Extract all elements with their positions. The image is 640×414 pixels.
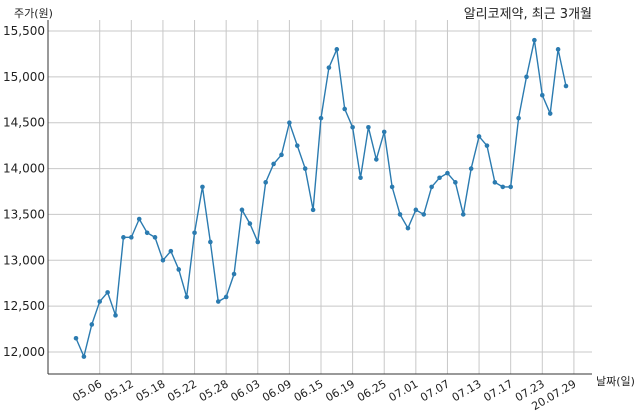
data-point <box>358 175 363 181</box>
data-point <box>73 335 79 341</box>
data-point <box>350 125 355 130</box>
data-point <box>437 175 442 181</box>
data-point <box>405 225 411 231</box>
series <box>73 37 569 359</box>
data-point <box>215 299 221 304</box>
data-point <box>121 235 126 240</box>
data-point <box>105 290 110 295</box>
y-tick-label: 14,500 <box>3 116 45 130</box>
data-point <box>397 212 403 217</box>
data-point <box>144 230 150 236</box>
data-point <box>318 115 324 121</box>
data-point <box>287 120 292 126</box>
x-tick-label: 05.18 <box>134 377 168 404</box>
data-point <box>342 106 348 112</box>
x-tick-label: 06.09 <box>260 377 294 404</box>
y-ticks: 12,000 12,500 13,000 13,500 14,000 14,500 15,0… <box>3 24 45 359</box>
y-tick-label: 13,500 <box>3 207 45 221</box>
y-tick-label: 12,500 <box>3 299 45 313</box>
x-tick-label: 06.15 <box>292 377 326 404</box>
data-point <box>460 212 466 217</box>
data-point <box>294 143 300 148</box>
data-point <box>563 83 569 89</box>
data-point <box>271 161 276 167</box>
y-tick-label: 15,000 <box>3 70 45 84</box>
data-point <box>239 207 245 213</box>
grid <box>48 20 592 374</box>
data-point <box>176 267 182 272</box>
data-point <box>184 294 189 300</box>
data-point <box>208 239 213 245</box>
data-point <box>539 92 545 98</box>
data-point <box>263 180 268 185</box>
data-point <box>453 180 458 185</box>
data-point <box>247 221 253 226</box>
data-point <box>492 180 498 185</box>
axes <box>47 20 592 375</box>
data-point <box>136 216 142 222</box>
data-point <box>152 235 158 240</box>
data-point <box>192 230 197 236</box>
data-point <box>326 65 332 70</box>
x-tick-label: 05.22 <box>165 377 199 404</box>
data-point <box>524 74 529 80</box>
data-point <box>160 257 166 263</box>
data-point <box>129 235 134 240</box>
x-tick-label: 06.19 <box>323 377 357 404</box>
data-point <box>547 111 553 116</box>
data-point <box>500 184 506 190</box>
data-point <box>310 207 316 213</box>
x-tick-label: 05.12 <box>102 377 136 404</box>
data-point <box>374 157 379 162</box>
x-ticks: 05.0605.1205.1805.2205.2806.0306.0906.15… <box>70 377 578 413</box>
y-tick-label: 15,500 <box>3 24 45 38</box>
data-point <box>168 248 174 254</box>
data-point <box>421 212 427 217</box>
data-point <box>468 166 474 171</box>
x-tick-label: 07.17 <box>481 377 515 404</box>
x-tick-label: 07.13 <box>450 377 484 404</box>
data-point <box>516 115 521 121</box>
data-point <box>445 170 450 176</box>
data-point <box>484 143 490 148</box>
data-point <box>555 47 561 52</box>
data-point <box>334 47 340 52</box>
chart-title: 알리코제약, 최근 3개월 <box>464 7 592 22</box>
x-tick-label: 06.25 <box>355 377 389 404</box>
data-point <box>113 313 118 318</box>
data-point <box>223 294 229 300</box>
data-point <box>508 184 513 190</box>
data-point <box>81 354 87 359</box>
data-point <box>231 271 237 277</box>
x-tick-label: 07.01 <box>387 377 421 404</box>
y-tick-label: 13,000 <box>3 253 45 267</box>
data-point <box>389 184 395 190</box>
y-tick-label: 12,000 <box>3 345 45 359</box>
y-axis-label: 주가(원) <box>14 7 53 20</box>
data-point <box>200 184 205 190</box>
data-point <box>413 207 419 213</box>
x-axis-label: 날짜(일) <box>596 374 635 388</box>
x-tick-label: 06.03 <box>228 377 262 404</box>
data-point <box>532 37 537 43</box>
x-tick-label: 05.06 <box>70 377 104 404</box>
data-point <box>279 152 284 158</box>
data-point <box>255 239 261 245</box>
data-point <box>366 125 371 130</box>
data-point <box>97 299 103 304</box>
y-tick-label: 14,000 <box>3 162 45 176</box>
data-point <box>429 184 434 190</box>
x-tick-label: 07.07 <box>418 377 452 404</box>
x-tick-label: 05.28 <box>197 377 231 404</box>
data-point <box>381 129 387 135</box>
data-point <box>476 134 482 139</box>
data-point <box>89 322 95 327</box>
data-point <box>302 166 308 171</box>
